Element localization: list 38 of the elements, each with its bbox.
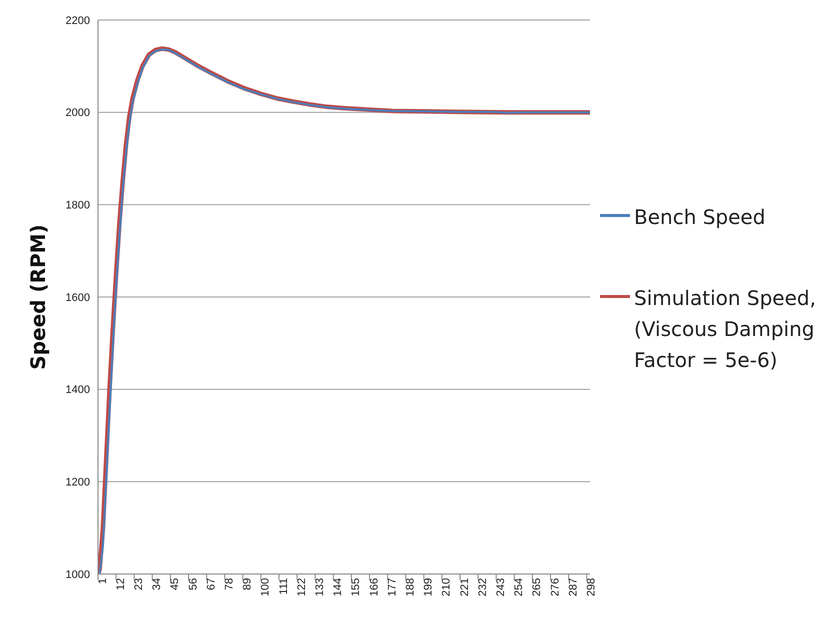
y-tick-label: 1000 xyxy=(66,568,90,581)
x-tick-label: 265 xyxy=(531,578,544,596)
x-tick-label: 188 xyxy=(404,578,417,596)
legend-label: Bench Speed xyxy=(634,204,766,230)
x-tick-label: 78 xyxy=(224,578,236,590)
x-tick-label: 1 xyxy=(96,578,109,584)
y-tick-label: 1800 xyxy=(66,200,90,212)
x-tick-label: 111 xyxy=(278,578,290,595)
x-tick-label: 100 xyxy=(260,578,272,596)
legend-label: Simulation Speed, (Viscous Damping Factor = 5e-6) xyxy=(634,284,817,374)
x-tick-label: 12 xyxy=(114,578,127,590)
x-tick-label: 199 xyxy=(422,578,435,596)
y-tick-label: 1600 xyxy=(66,292,90,304)
x-tick-label: 210 xyxy=(440,578,453,596)
x-tick-label: 221 xyxy=(458,578,471,596)
x-tick-label: 276 xyxy=(549,578,562,596)
x-tick-label: 23 xyxy=(133,578,146,590)
x-tick-label: 254 xyxy=(513,578,526,596)
x-tick-label: 232 xyxy=(476,578,489,596)
x-tick-label: 133 xyxy=(314,578,326,596)
x-tick-label: 287 xyxy=(567,578,580,596)
y-tick-label: 1400 xyxy=(66,384,90,396)
y-tick-label: 1200 xyxy=(66,476,90,489)
x-tick-label: 56 xyxy=(187,578,200,590)
x-tick-label: 67 xyxy=(205,578,218,590)
y-axis-title: Speed (RPM) xyxy=(26,224,50,370)
x-tick-label: 89 xyxy=(242,578,254,590)
x-tick-label: 166 xyxy=(368,578,380,596)
x-tick-label: 144 xyxy=(332,578,344,596)
x-tick-label: 155 xyxy=(350,578,362,596)
y-tick-label: 2200 xyxy=(66,14,90,27)
x-tick-label: 243 xyxy=(495,578,508,596)
x-tick-label: 45 xyxy=(169,578,182,590)
x-tick-label: 34 xyxy=(151,578,164,590)
x-tick-label: 122 xyxy=(296,578,308,596)
x-tick-label: 177 xyxy=(386,578,398,596)
x-tick-label: 298 xyxy=(586,578,598,596)
y-tick-label: 2000 xyxy=(66,107,90,120)
